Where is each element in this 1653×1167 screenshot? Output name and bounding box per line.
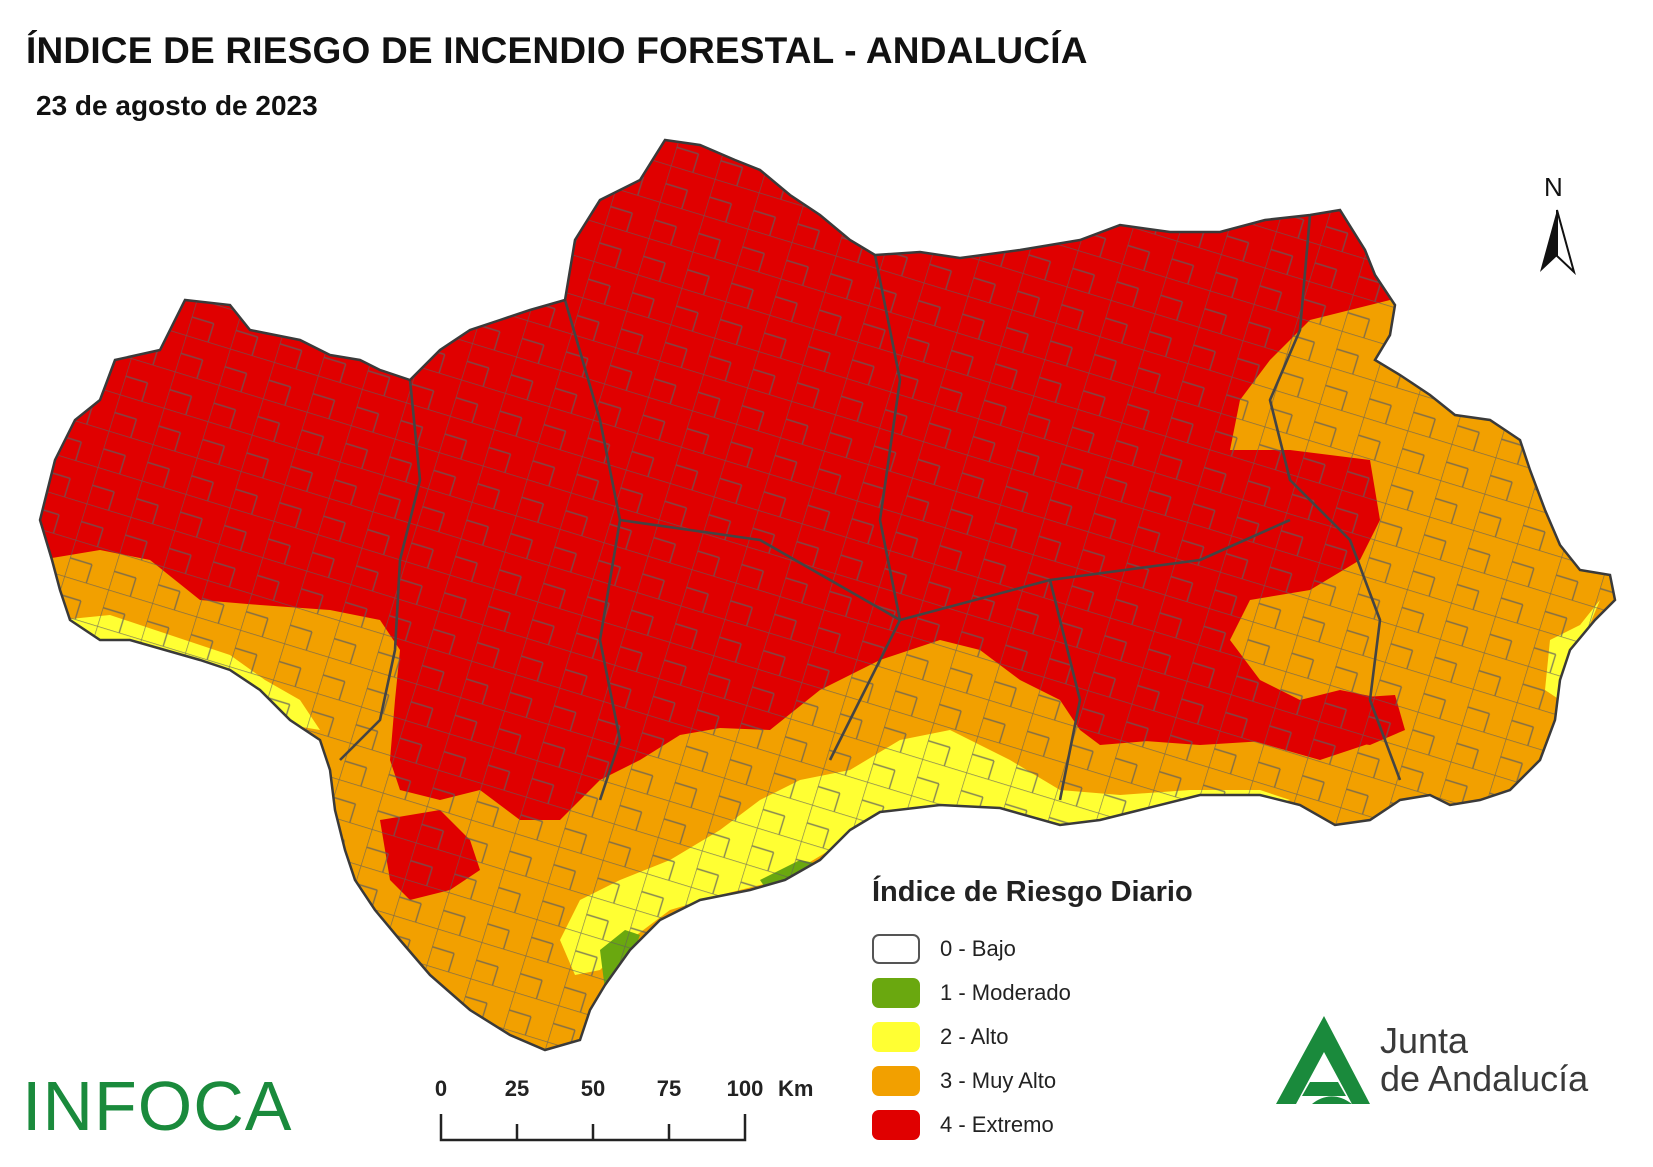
legend-swatch-moderado — [872, 978, 920, 1008]
legend-swatch-extremo — [872, 1110, 920, 1140]
legend-item-extremo: 4 - Extremo — [872, 1103, 1292, 1147]
junta-andalucia-logo: Junta de Andalucía — [1272, 1012, 1632, 1112]
scale-tick-25: 25 — [504, 1076, 530, 1101]
legend-item-moderado: 1 - Moderado — [872, 971, 1292, 1015]
north-label: N — [1544, 172, 1563, 202]
legend-swatch-muy-alto — [872, 1066, 920, 1096]
map-date: 23 de agosto de 2023 — [36, 90, 318, 121]
legend-label: 1 - Moderado — [940, 980, 1071, 1005]
legend-swatch-alto — [872, 1022, 920, 1052]
scale-tick-0: 0 — [434, 1076, 448, 1101]
scale-tick-75: 75 — [656, 1076, 682, 1101]
legend-swatch-bajo — [872, 934, 920, 964]
legend-item-alto: 2 - Alto — [872, 1015, 1292, 1059]
legend: Índice de Riesgo Diario 0 - Bajo 1 - Mod… — [872, 876, 1292, 1147]
province-boundaries — [339, 214, 1402, 801]
legend-label: 3 - Muy Alto — [940, 1068, 1057, 1093]
legend-title: Índice de Riesgo Diario — [872, 876, 1193, 908]
legend-label: 4 - Extremo — [940, 1112, 1054, 1137]
legend-item-bajo: 0 - Bajo — [872, 927, 1292, 971]
junta-text: Junta de Andalucía — [1380, 1022, 1588, 1098]
legend-label: 0 - Bajo — [940, 936, 1016, 961]
north-arrow: N — [1532, 172, 1582, 282]
infoca-logo: INFOCA — [22, 1067, 293, 1145]
north-arrow-icon — [1540, 209, 1576, 276]
scale-unit: Km — [778, 1076, 814, 1101]
junta-line2: de Andalucía — [1380, 1058, 1589, 1099]
junta-logo-icon — [1276, 1016, 1370, 1104]
map-title: ÍNDICE DE RIESGO DE INCENDIO FORESTAL - … — [26, 30, 1088, 71]
scale-bar-line — [439, 1114, 747, 1142]
scale-tick-50: 50 — [580, 1076, 606, 1101]
scale-bar: 0 25 50 75 100 Km — [434, 1076, 836, 1146]
scale-tick-100: 100 — [726, 1076, 764, 1101]
legend-item-muy-alto: 3 - Muy Alto — [872, 1059, 1292, 1103]
legend-label: 2 - Alto — [940, 1024, 1009, 1049]
junta-line1: Junta — [1380, 1020, 1469, 1061]
